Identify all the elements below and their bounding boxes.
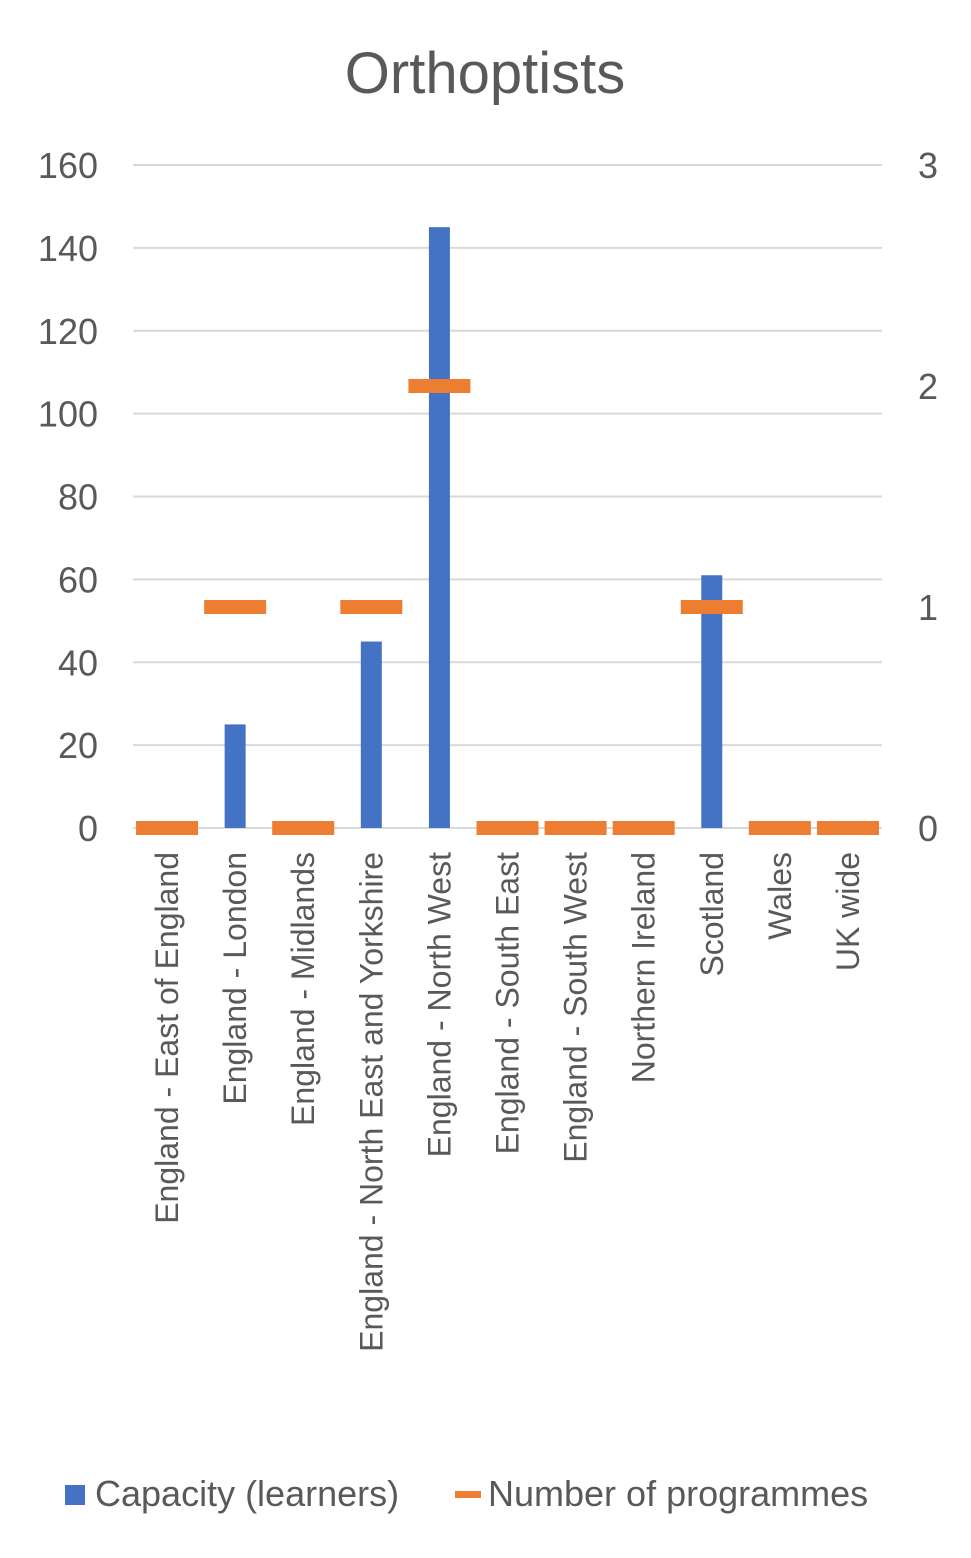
category-label: England - South West [558,852,594,1163]
y-right-tick-label: 2 [918,366,938,407]
y-left-tick-label: 60 [58,559,98,600]
programme-series [136,379,879,835]
y-left-tick-label: 80 [58,477,98,518]
legend-label-programmes: Number of programmes [488,1473,868,1514]
y-right-tick-label: 0 [918,808,938,849]
marker-programmes [408,379,471,393]
category-label: England - Midlands [285,852,321,1126]
category-label: Northern Ireland [626,852,662,1083]
y-left-tick-label: 20 [58,725,98,766]
legend-swatch-programmes [455,1491,481,1498]
marker-programmes [272,821,335,835]
y-right-tick-label: 1 [918,587,938,628]
marker-programmes [544,821,607,835]
bar-capacity [428,227,450,828]
bar-capacity [701,575,723,828]
marker-programmes [748,821,811,835]
marker-programmes [816,821,879,835]
marker-programmes [680,600,743,614]
y-left-tick-label: 100 [38,394,98,435]
bar-capacity [224,724,246,828]
category-label: Scotland [694,852,730,977]
gridlines [133,164,882,829]
bar-capacity [360,641,382,828]
category-label: UK wide [830,852,866,971]
marker-programmes [476,821,539,835]
y-left-tick-label: 140 [38,228,98,269]
marker-programmes [340,600,403,614]
y-left-tick-label: 0 [78,808,98,849]
chart-title: Orthoptists [345,41,625,106]
category-label: England - East of England [149,852,185,1224]
y-left-tick-labels: 0 20 40 60 80 100 120 140 160 [38,145,98,849]
bar-series [224,227,723,828]
category-label: England - London [217,852,253,1105]
legend-label-capacity: Capacity (learners) [95,1473,399,1514]
marker-programmes [204,600,267,614]
legend: Capacity (learners) Number of programmes [65,1473,868,1514]
marker-programmes [612,821,675,835]
y-left-tick-label: 120 [38,311,98,352]
legend-swatch-capacity [65,1485,85,1505]
y-right-tick-label: 3 [918,145,938,186]
y-left-tick-label: 160 [38,145,98,186]
category-labels: England - East of England England - Londo… [149,852,866,1352]
y-left-tick-label: 40 [58,642,98,683]
category-label: Wales [762,852,798,940]
marker-programmes [136,821,199,835]
category-label: England - North West [421,852,457,1157]
category-label: England - North East and Yorkshire [353,852,389,1352]
category-label: England - South East [490,852,526,1155]
y-right-tick-labels: 0 1 2 3 [918,145,938,849]
